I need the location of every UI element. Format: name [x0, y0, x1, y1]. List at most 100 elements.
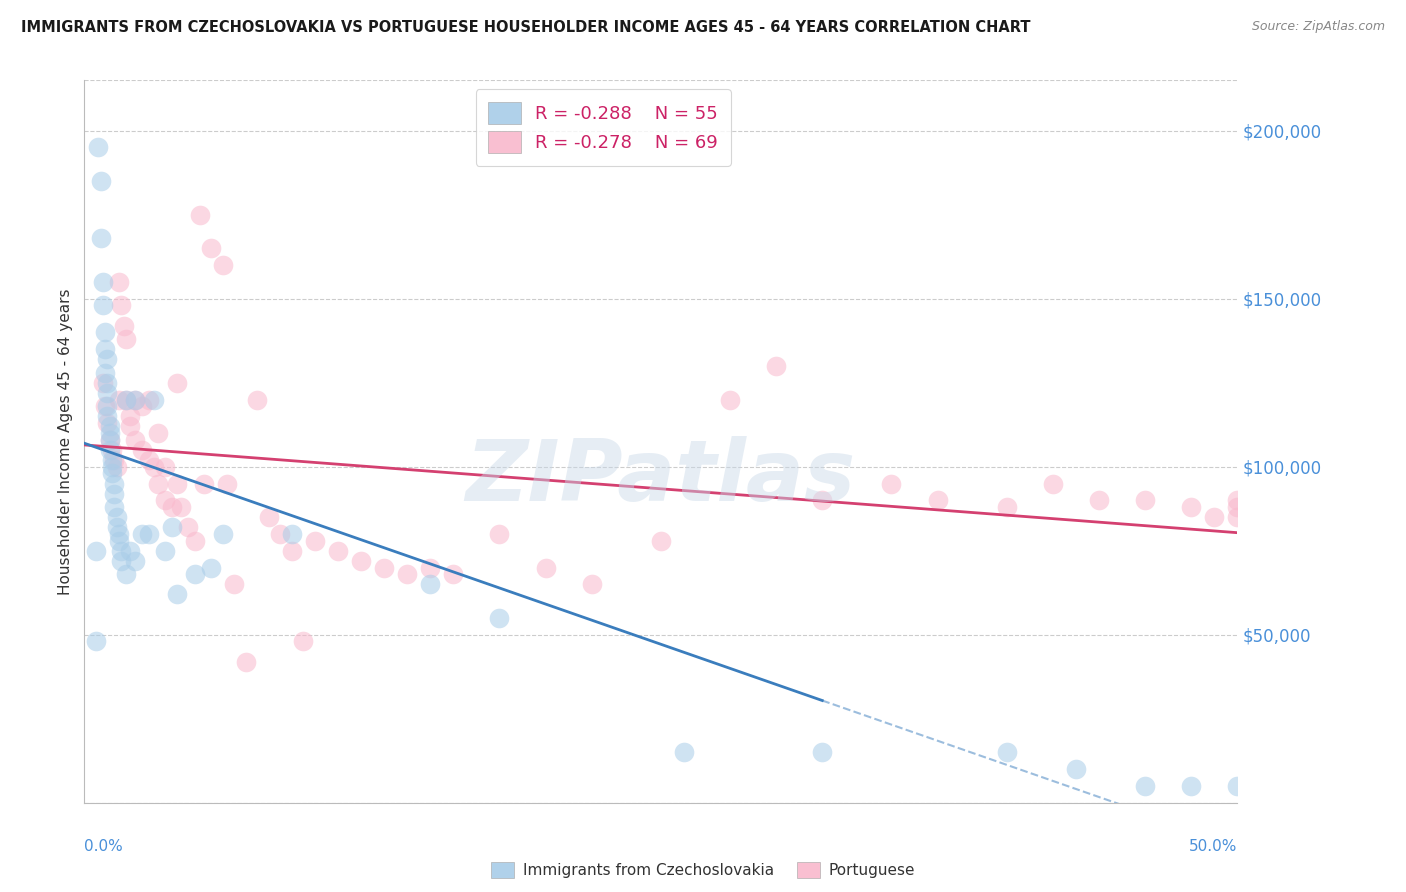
Point	[105, 520, 128, 534]
Point	[96, 416, 118, 430]
Point	[120, 409, 142, 424]
Point	[880, 476, 903, 491]
Point	[1064, 762, 1087, 776]
Point	[170, 500, 193, 514]
Point	[927, 493, 949, 508]
Point	[98, 419, 121, 434]
Point	[108, 392, 131, 407]
Point	[153, 493, 176, 508]
Point	[1133, 493, 1156, 508]
Point	[166, 376, 188, 390]
Point	[350, 554, 373, 568]
Point	[105, 459, 128, 474]
Point	[124, 554, 146, 568]
Point	[108, 527, 131, 541]
Point	[96, 409, 118, 424]
Point	[98, 442, 121, 457]
Point	[138, 392, 160, 407]
Text: IMMIGRANTS FROM CZECHOSLOVAKIA VS PORTUGUESE HOUSEHOLDER INCOME AGES 45 - 64 YEA: IMMIGRANTS FROM CZECHOSLOVAKIA VS PORTUG…	[21, 20, 1031, 35]
Legend: Immigrants from Czechoslovakia, Portuguese: Immigrants from Czechoslovakia, Portugue…	[485, 856, 921, 884]
Point	[124, 392, 146, 407]
Point	[131, 442, 153, 457]
Point	[101, 459, 124, 474]
Point	[96, 399, 118, 413]
Point	[103, 500, 125, 514]
Point	[211, 527, 233, 541]
Point	[419, 577, 441, 591]
Point	[101, 442, 124, 457]
Point	[108, 533, 131, 548]
Point	[1226, 500, 1249, 514]
Point	[89, 174, 111, 188]
Point	[419, 560, 441, 574]
Point	[200, 241, 222, 255]
Point	[224, 577, 246, 591]
Point	[110, 543, 132, 558]
Point	[153, 543, 176, 558]
Point	[98, 433, 121, 447]
Point	[96, 376, 118, 390]
Point	[91, 298, 114, 312]
Point	[91, 275, 114, 289]
Point	[108, 275, 131, 289]
Point	[534, 560, 557, 574]
Point	[153, 459, 176, 474]
Point	[441, 567, 464, 582]
Point	[193, 476, 215, 491]
Point	[581, 577, 603, 591]
Point	[1226, 493, 1249, 508]
Point	[246, 392, 269, 407]
Point	[995, 745, 1018, 759]
Point	[124, 392, 146, 407]
Point	[131, 399, 153, 413]
Point	[200, 560, 222, 574]
Text: 50.0%: 50.0%	[1189, 838, 1237, 854]
Point	[94, 342, 117, 356]
Point	[142, 392, 165, 407]
Point	[142, 459, 165, 474]
Point	[217, 476, 239, 491]
Point	[1088, 493, 1111, 508]
Point	[89, 231, 111, 245]
Point	[326, 543, 349, 558]
Point	[91, 376, 114, 390]
Legend: R = -0.288    N = 55, R = -0.278    N = 69: R = -0.288 N = 55, R = -0.278 N = 69	[475, 89, 731, 166]
Point	[115, 392, 138, 407]
Point	[1180, 500, 1202, 514]
Point	[650, 533, 672, 548]
Point	[1204, 510, 1226, 524]
Point	[84, 634, 107, 648]
Text: ZIPatlas: ZIPatlas	[465, 436, 856, 519]
Point	[765, 359, 787, 373]
Point	[115, 332, 138, 346]
Point	[94, 366, 117, 380]
Point	[488, 611, 510, 625]
Point	[146, 426, 169, 441]
Point	[96, 352, 118, 367]
Point	[84, 543, 107, 558]
Point	[103, 453, 125, 467]
Point	[292, 634, 315, 648]
Point	[995, 500, 1018, 514]
Point	[98, 426, 121, 441]
Point	[1226, 779, 1249, 793]
Point	[672, 745, 695, 759]
Point	[211, 258, 233, 272]
Point	[105, 510, 128, 524]
Point	[488, 527, 510, 541]
Point	[281, 527, 304, 541]
Point	[160, 500, 183, 514]
Point	[110, 298, 132, 312]
Point	[188, 208, 211, 222]
Point	[115, 567, 138, 582]
Point	[94, 326, 117, 340]
Point	[269, 527, 291, 541]
Point	[138, 453, 160, 467]
Point	[166, 476, 188, 491]
Point	[131, 527, 153, 541]
Point	[811, 745, 834, 759]
Point	[101, 467, 124, 481]
Point	[257, 510, 280, 524]
Point	[124, 433, 146, 447]
Point	[373, 560, 395, 574]
